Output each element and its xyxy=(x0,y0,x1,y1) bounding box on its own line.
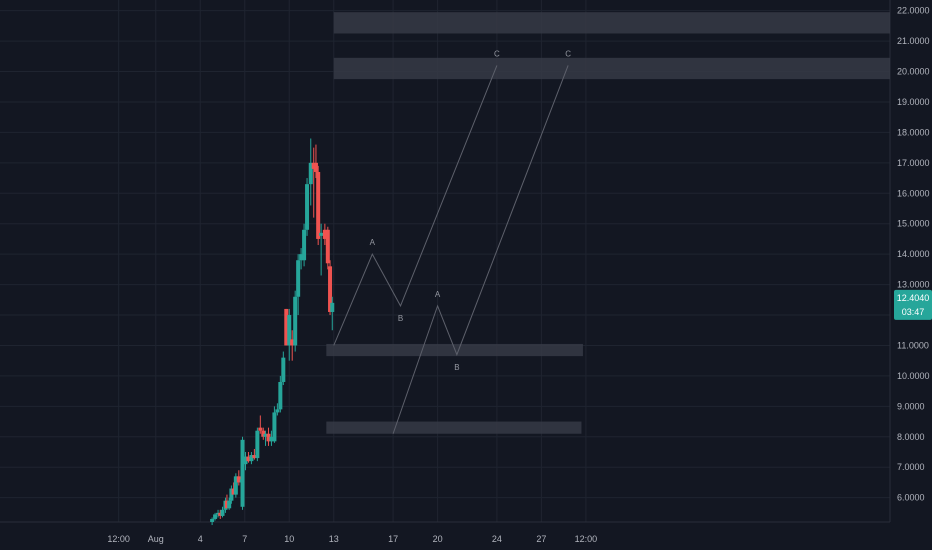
candle-body xyxy=(246,456,251,462)
candle-body xyxy=(308,162,313,185)
time-tick-label: 7 xyxy=(242,534,247,544)
wave-point-label: A xyxy=(370,238,376,247)
current-price-tag: 12.4040 03:47 xyxy=(894,289,932,320)
time-tick-label: 13 xyxy=(329,534,339,544)
candle-body xyxy=(328,266,333,312)
price-tick-label: 21.0000 xyxy=(897,36,930,46)
candle-body xyxy=(311,162,316,169)
candle-body xyxy=(290,339,295,346)
price-tick-label: 18.0000 xyxy=(897,127,930,137)
time-tick-label: 4 xyxy=(198,534,203,544)
candle-body xyxy=(281,357,286,382)
countdown-label: 03:47 xyxy=(902,307,925,317)
time-tick-label: 12:00 xyxy=(107,534,130,544)
candle-body xyxy=(275,409,280,413)
time-axis[interactable]: 12:00 Aug 4 7 10 13 17 20 24 27 12:00 xyxy=(107,534,597,544)
price-tick-label: 15.0000 xyxy=(897,219,930,229)
price-tick-label: 13.0000 xyxy=(897,280,930,290)
wave-point-label: B xyxy=(454,363,459,372)
candle-body xyxy=(218,512,223,516)
candle-body xyxy=(313,162,318,172)
candle-body xyxy=(299,254,304,261)
abc-wave-path xyxy=(392,65,569,434)
candle-body xyxy=(224,500,229,509)
candle-body xyxy=(243,456,248,465)
price-tick-label: 7.0000 xyxy=(897,462,925,472)
time-tick-label: Aug xyxy=(148,534,164,544)
price-tick-label: 17.0000 xyxy=(897,158,930,168)
candle-body xyxy=(325,229,330,264)
candle-body xyxy=(216,512,221,515)
candle-body xyxy=(305,184,310,230)
time-tick-label: 17 xyxy=(388,534,398,544)
candle-body xyxy=(322,229,327,239)
price-tag-box xyxy=(894,289,932,320)
price-tick-label: 22.0000 xyxy=(897,6,930,16)
candle-body xyxy=(278,381,283,410)
candle-body xyxy=(316,171,321,239)
candle-body xyxy=(255,430,260,459)
candle-body xyxy=(231,488,236,495)
time-tick-label: 10 xyxy=(284,534,294,544)
candle-layer xyxy=(210,138,335,526)
candle-body xyxy=(240,439,245,507)
price-tick-label: 16.0000 xyxy=(897,188,930,198)
wave-point-label: B xyxy=(398,314,403,323)
candle-body xyxy=(302,229,307,261)
candle-body xyxy=(229,488,234,501)
time-tick-label: 12:00 xyxy=(575,534,598,544)
price-tick-label: 6.0000 xyxy=(897,493,925,503)
wave-point-label: C xyxy=(565,49,571,58)
candle-body xyxy=(252,455,257,459)
time-tick-label: 27 xyxy=(536,534,546,544)
candle-body xyxy=(319,232,324,236)
candle-body xyxy=(272,412,277,442)
current-price-label: 12.4040 xyxy=(897,293,930,303)
support-resistance-zone xyxy=(333,57,890,80)
candle-body xyxy=(213,514,218,519)
candle-body xyxy=(269,436,274,442)
support-resistance-zone xyxy=(326,421,582,434)
abc-wave-path xyxy=(333,65,498,346)
candle-body xyxy=(210,518,215,522)
price-tick-label: 20.0000 xyxy=(897,67,930,77)
candle-body xyxy=(236,476,241,483)
candle-body xyxy=(227,500,232,509)
price-tick-label: 8.0000 xyxy=(897,432,925,442)
wave-point-label: A xyxy=(435,290,441,299)
price-tick-label: 9.0000 xyxy=(897,401,925,411)
candle-body xyxy=(287,315,292,346)
candle-body xyxy=(266,433,271,442)
candle-body xyxy=(293,296,298,346)
price-tick-label: 19.0000 xyxy=(897,97,930,107)
candle-body xyxy=(296,260,301,297)
candle-body xyxy=(233,476,238,495)
candle-body xyxy=(263,433,268,437)
candle-body xyxy=(284,308,289,346)
price-tick-label: 11.0000 xyxy=(897,340,929,350)
candle-body xyxy=(330,302,335,312)
candle-body xyxy=(249,455,254,462)
time-tick-label: 20 xyxy=(433,534,443,544)
wave-point-label: C xyxy=(494,49,500,58)
support-resistance-zone xyxy=(333,12,890,34)
price-tick-label: 14.0000 xyxy=(897,249,930,259)
wave-layer: A B C A B C xyxy=(333,49,571,434)
price-tick-label: 10.0000 xyxy=(897,371,930,381)
candle-body xyxy=(261,430,266,437)
time-tick-label: 24 xyxy=(492,534,502,544)
candle-body xyxy=(258,427,263,431)
candle-body xyxy=(220,509,225,516)
